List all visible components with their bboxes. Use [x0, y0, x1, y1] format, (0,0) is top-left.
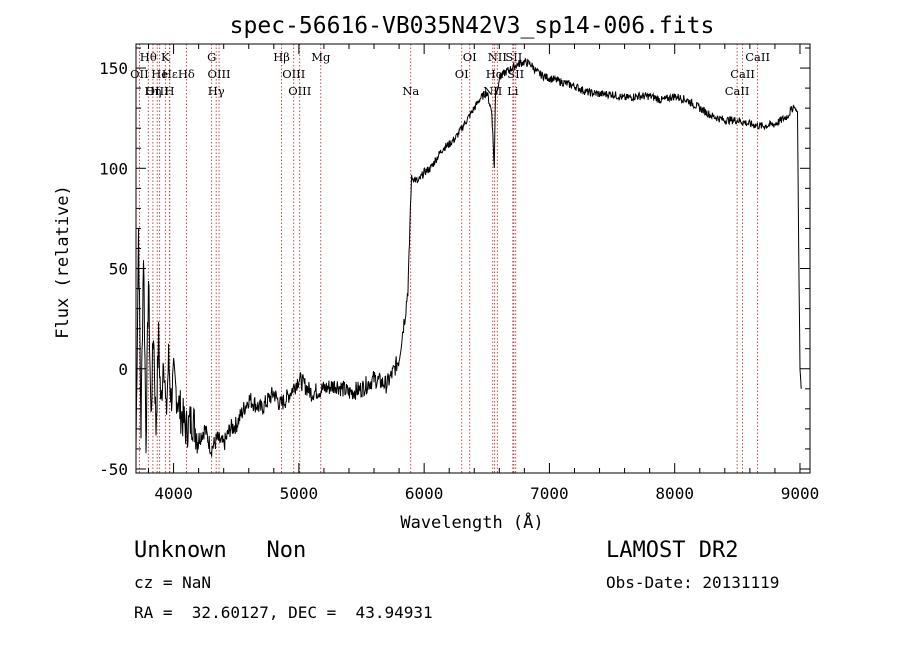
spectrum-chart: spec-56616-VB035N42V3_sp14-006.fits Hθ K G…	[53, 13, 820, 533]
flux-series	[135, 57, 802, 457]
marker-label: OI	[455, 67, 469, 81]
marker-label: Li	[507, 84, 519, 98]
y-tick-label: 50	[109, 260, 128, 279]
marker-label: CaII	[745, 50, 770, 64]
x-axis-label: Wavelength (Å)	[400, 511, 543, 533]
marker-label: Hβ	[273, 50, 290, 64]
y-tick-label: 0	[118, 360, 128, 379]
marker-label: Hη	[144, 84, 161, 98]
marker-label: OI	[463, 50, 477, 64]
x-tick-label: 7000	[530, 484, 569, 503]
y-axis-label: Flux (relative)	[53, 185, 73, 339]
marker-label: H	[165, 84, 175, 98]
plot-frame	[135, 43, 811, 474]
marker-label: CaII	[725, 84, 750, 98]
y-axis: -50 0 50 100 150	[99, 47, 810, 479]
marker-label: CaII	[730, 67, 755, 81]
marker-label: K	[161, 50, 170, 64]
y-tick-label: -50	[99, 460, 128, 479]
marker-label: He	[151, 67, 168, 81]
observation-date: Obs-Date: 20131119	[606, 573, 780, 592]
marker-label: OIII	[208, 67, 231, 81]
y-tick-label: 100	[99, 159, 128, 178]
marker-label: G	[207, 50, 216, 64]
x-tick-label: 4000	[154, 484, 193, 503]
marker-label: Na	[402, 84, 419, 98]
y-tick-label: 150	[99, 59, 128, 78]
marker-label: Hδ	[178, 67, 195, 81]
marker-label: Hγ	[208, 84, 225, 98]
survey-name: LAMOST DR2	[606, 538, 739, 563]
marker-label: Mg	[311, 50, 331, 64]
x-tick-label: 6000	[405, 484, 444, 503]
flux-line	[135, 57, 802, 457]
chart-title: spec-56616-VB035N42V3_sp14-006.fits	[230, 13, 715, 39]
marker-label: Hθ	[140, 50, 157, 64]
x-tick-label: 8000	[655, 484, 694, 503]
object-class: Unknown Non	[134, 538, 307, 563]
x-axis: 4000 5000 6000 7000 8000 9000	[148, 44, 820, 503]
marker-label: NII	[488, 50, 507, 64]
marker-label: OIII	[146, 84, 169, 98]
marker-label: Hε	[162, 67, 178, 81]
marker-label: OII	[130, 67, 149, 81]
coordinates: RA = 32.60127, DEC = 43.94931	[134, 603, 433, 622]
marker-label: SII	[505, 50, 522, 64]
redshift-value: cz = NaN	[134, 573, 212, 592]
marker-label: OIII	[282, 67, 305, 81]
x-tick-label: 9000	[781, 484, 820, 503]
marker-label: OIII	[288, 84, 311, 98]
x-tick-label: 5000	[280, 484, 319, 503]
